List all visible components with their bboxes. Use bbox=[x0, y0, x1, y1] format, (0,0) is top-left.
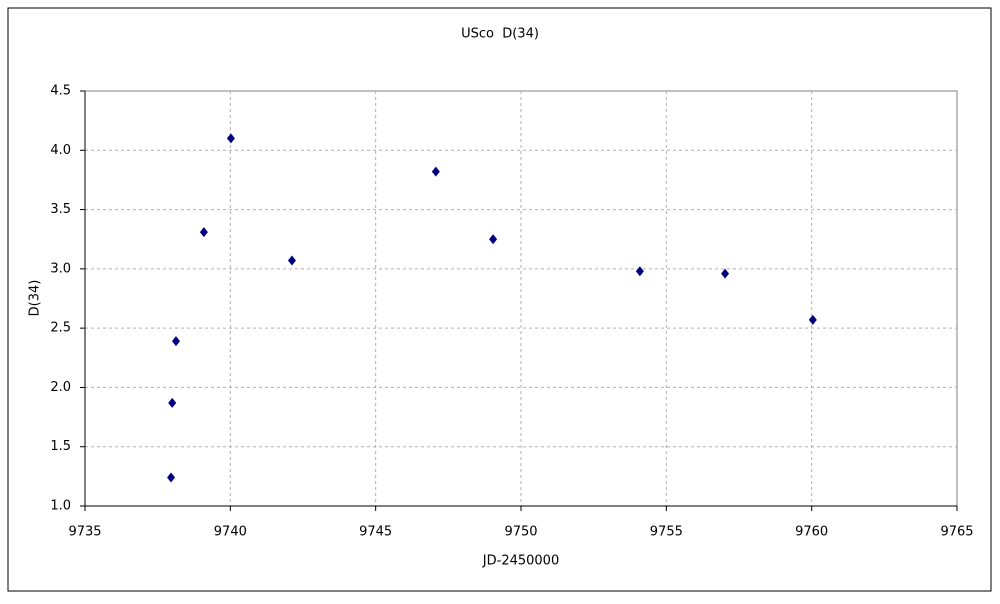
y-tick-label: 2.5 bbox=[50, 321, 71, 336]
x-tick-label: 9750 bbox=[504, 525, 537, 540]
point bbox=[171, 336, 180, 347]
y-tick-label: 4.0 bbox=[50, 143, 71, 158]
point bbox=[167, 472, 176, 483]
x-tick-label: 9735 bbox=[68, 525, 101, 540]
y-tick-label: 4.5 bbox=[50, 84, 71, 99]
y-axis-label: D(34) bbox=[28, 280, 43, 317]
point bbox=[226, 133, 235, 144]
y-tick-label: 2.0 bbox=[50, 380, 71, 395]
x-tick-label: 9760 bbox=[795, 525, 828, 540]
x-tick-label: 9745 bbox=[359, 525, 392, 540]
point bbox=[168, 397, 177, 408]
point bbox=[721, 268, 730, 279]
x-tick-label: 9755 bbox=[650, 525, 683, 540]
point bbox=[199, 227, 208, 238]
point bbox=[431, 166, 440, 177]
point bbox=[489, 234, 498, 245]
plot-area bbox=[84, 90, 958, 507]
y-tick-label: 3.0 bbox=[50, 261, 71, 276]
x-tick-label: 9765 bbox=[940, 525, 973, 540]
point bbox=[635, 266, 644, 277]
y-tick-label: 1.5 bbox=[50, 439, 71, 454]
y-tick-label: 1.0 bbox=[50, 499, 71, 514]
y-tick-label: 3.5 bbox=[50, 202, 71, 217]
chart-title: USco D(34) bbox=[461, 27, 539, 42]
x-axis-label: JD-2450000 bbox=[482, 554, 559, 569]
x-tick-label: 9740 bbox=[214, 525, 247, 540]
point bbox=[287, 255, 296, 266]
point bbox=[808, 314, 817, 325]
